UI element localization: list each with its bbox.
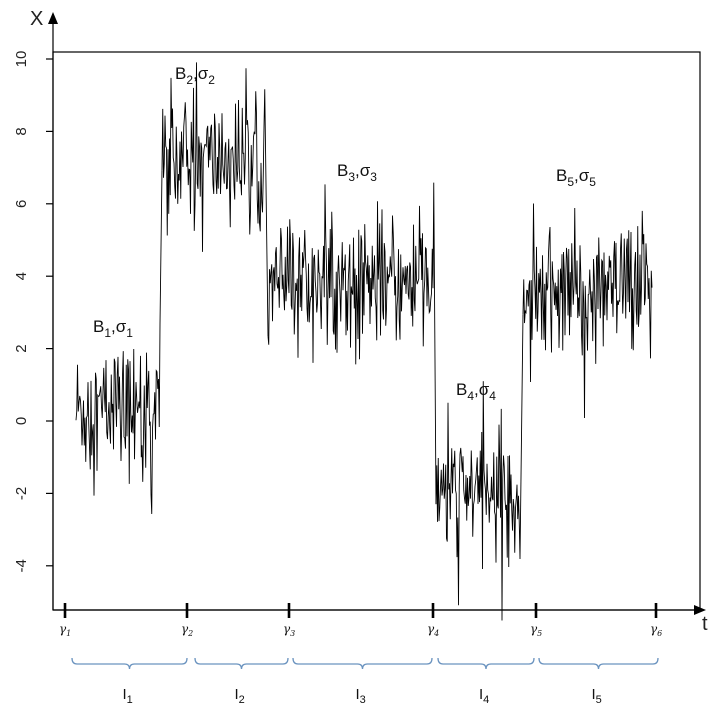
y-tick-label: 8	[13, 127, 30, 135]
interval-label-3: I3	[356, 686, 366, 706]
series-segment-1	[75, 170, 163, 514]
interval-bracket-4	[437, 657, 535, 670]
annotation-b5: B5,σ5	[556, 166, 596, 189]
segment-annotations: B1,σ1 B2,σ2 B3,σ3 B4,σ4 B5,σ5	[93, 64, 596, 403]
series-segment-5	[522, 203, 653, 419]
interval-bracket-3	[292, 657, 433, 670]
interval-brackets: I1 I2 I3 I4 I5	[71, 657, 659, 706]
interval-label-2: I2	[235, 686, 245, 706]
series-segment-3	[267, 182, 437, 505]
y-axis-arrowhead	[48, 12, 58, 24]
y-tick-label: -4	[13, 559, 30, 572]
annotation-b3: B3,σ3	[337, 161, 377, 184]
y-ticks: 10 8 6 4 2 0 -2 -4	[13, 51, 53, 572]
interval-bracket-1	[71, 657, 188, 670]
series	[75, 62, 653, 621]
y-axis-label: X	[30, 8, 43, 30]
y-tick-label: 0	[13, 417, 30, 425]
y-tick-label: 10	[13, 51, 30, 68]
interval-label-1: I1	[123, 686, 133, 706]
annotation-b1: B1,σ1	[93, 317, 133, 340]
change-point-marks: γ1 γ2 γ3 γ4 γ5 γ6	[59, 603, 662, 638]
change-point-label-4: γ4	[427, 622, 439, 638]
x-axis-arrowhead	[694, 605, 706, 615]
interval-bracket-2	[194, 657, 289, 670]
change-point-label-2: γ2	[181, 622, 193, 638]
interval-label-4: I4	[479, 686, 489, 706]
change-point-label-3: γ3	[283, 622, 295, 638]
interval-label-5: I5	[592, 686, 602, 706]
change-point-label-6: γ6	[650, 622, 662, 638]
y-tick-label: -2	[13, 487, 30, 500]
annotation-b4: B4,σ4	[456, 380, 496, 403]
change-point-label-5: γ5	[530, 622, 542, 638]
y-tick-label: 6	[13, 200, 30, 208]
y-tick-label: 4	[13, 272, 30, 280]
series-segment-2	[161, 62, 269, 337]
series-segment-4	[435, 314, 524, 621]
x-axis-label: t	[702, 613, 708, 635]
interval-bracket-5	[538, 657, 659, 670]
y-tick-label: 2	[13, 344, 30, 352]
change-point-label-1: γ1	[59, 622, 71, 638]
annotation-b2: B2,σ2	[175, 64, 215, 87]
